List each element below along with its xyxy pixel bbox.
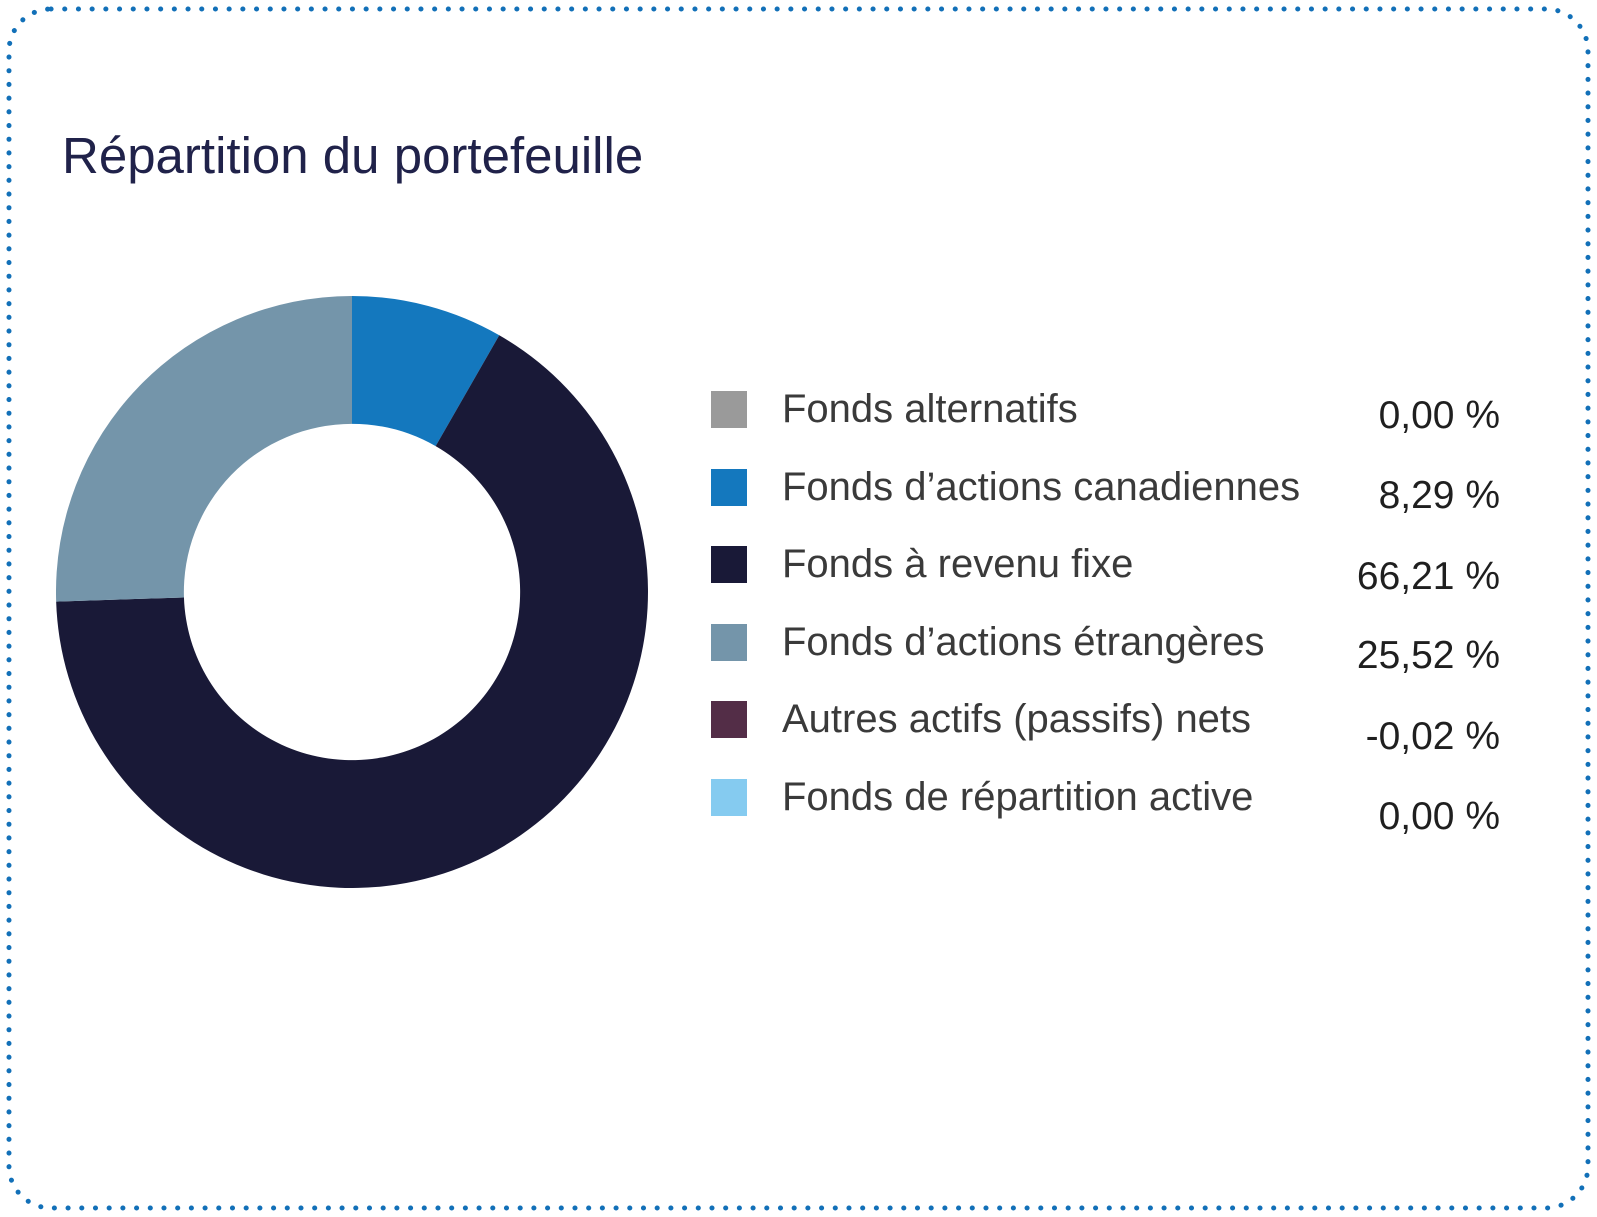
legend-label: Fonds alternatifs xyxy=(782,387,1078,432)
legend-swatch xyxy=(711,623,747,661)
donut-slice xyxy=(56,335,648,888)
legend-item: Fonds de répartition active 0,00 % xyxy=(711,759,1500,839)
legend-item: Fonds d’actions étrangères 25,52 % xyxy=(711,604,1500,682)
legend-label: Fonds de répartition active xyxy=(782,774,1254,819)
legend-value: 0,00 % xyxy=(1378,795,1500,839)
legend-label: Autres actifs (passifs) nets xyxy=(782,697,1252,742)
legend-item: Fonds à revenu fixe 66,21 % xyxy=(711,526,1500,604)
legend-item: Autres actifs (passifs) nets -0,02 % xyxy=(711,681,1500,759)
legend-value: -0,02 % xyxy=(1365,714,1500,758)
chart-legend: Fonds alternatifs 0,00 % Fonds d’actions c… xyxy=(711,371,1500,839)
legend-swatch xyxy=(711,546,747,584)
legend-item: Fonds d’actions canadiennes 8,29 % xyxy=(711,449,1500,527)
legend-label: Fonds à revenu fixe xyxy=(782,542,1134,587)
legend-value: 25,52 % xyxy=(1356,634,1500,678)
donut-chart xyxy=(56,296,648,888)
legend-swatch xyxy=(711,778,747,816)
legend-value: 8,29 % xyxy=(1378,474,1500,518)
legend-swatch xyxy=(711,468,747,506)
legend-label: Fonds d’actions étrangères xyxy=(782,619,1265,664)
legend-label: Fonds d’actions canadiennes xyxy=(782,464,1301,509)
donut-slice xyxy=(352,296,500,447)
legend-swatch xyxy=(711,391,747,429)
legend-value: 66,21 % xyxy=(1356,554,1500,598)
donut-slice xyxy=(56,296,352,602)
legend-item: Fonds alternatifs 0,00 % xyxy=(711,371,1500,449)
page-title: Répartition du portefeuille xyxy=(62,127,644,184)
legend-value: 0,00 % xyxy=(1378,393,1500,437)
legend-swatch xyxy=(711,701,747,739)
